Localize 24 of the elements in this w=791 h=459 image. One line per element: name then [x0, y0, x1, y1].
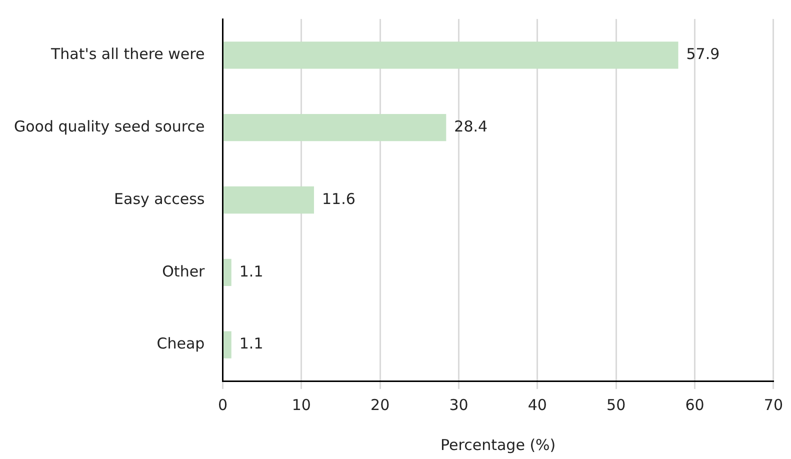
data-label: 1.1 — [239, 262, 264, 280]
data-label: 11.6 — [322, 190, 356, 208]
x-tick-label: 10 — [292, 396, 311, 414]
bar — [223, 258, 232, 286]
x-tick-label: 20 — [370, 396, 390, 414]
x-tick-label: 40 — [528, 396, 547, 414]
x-tick-label: 60 — [685, 396, 704, 414]
y-tick-label: Easy access — [114, 190, 205, 208]
bar — [223, 331, 232, 358]
data-label: 28.4 — [454, 117, 488, 136]
bar — [223, 42, 678, 69]
x-tick-label: 50 — [606, 396, 626, 414]
y-tick-label: Good quality seed source — [14, 117, 205, 136]
bar — [223, 114, 446, 142]
y-tick-label: Cheap — [156, 334, 205, 353]
x-axis-title: Percentage (%) — [440, 436, 556, 454]
x-tick-label: 30 — [449, 396, 468, 414]
x-tick-label: 0 — [218, 396, 228, 414]
data-label: 57.9 — [686, 45, 720, 64]
x-tick-label: 70 — [764, 396, 784, 414]
data-label: 1.1 — [239, 334, 264, 353]
bar — [223, 186, 314, 214]
y-tick-label: That's all there were — [50, 45, 205, 64]
y-tick-label: Other — [162, 262, 206, 280]
